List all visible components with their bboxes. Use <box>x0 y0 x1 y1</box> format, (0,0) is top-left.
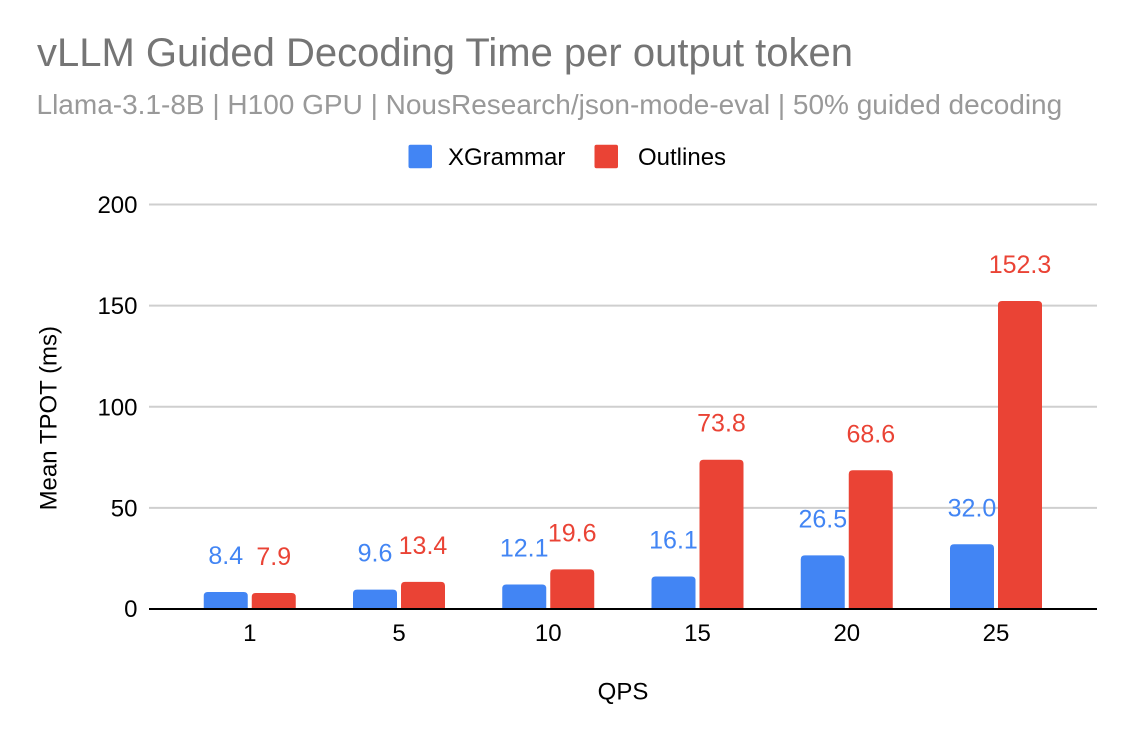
svg-text:200: 200 <box>97 192 137 219</box>
svg-text:68.6: 68.6 <box>846 420 895 448</box>
svg-text:10: 10 <box>535 620 562 647</box>
svg-text:73.8: 73.8 <box>697 410 746 438</box>
svg-text:1: 1 <box>243 620 256 647</box>
svg-text:20: 20 <box>833 620 860 647</box>
svg-text:Outlines: Outlines <box>638 144 726 171</box>
svg-text:25: 25 <box>983 620 1010 647</box>
svg-text:13.4: 13.4 <box>399 532 448 560</box>
svg-text:16.1: 16.1 <box>649 526 698 554</box>
svg-text:19.6: 19.6 <box>548 519 597 547</box>
svg-text:5: 5 <box>392 620 405 647</box>
svg-text:26.5: 26.5 <box>798 505 847 533</box>
svg-text:150: 150 <box>97 293 137 320</box>
svg-text:12.1: 12.1 <box>500 535 549 563</box>
svg-text:XGrammar: XGrammar <box>448 144 565 171</box>
svg-text:QPS: QPS <box>598 679 649 706</box>
svg-text:vLLM Guided Decoding Time per: vLLM Guided Decoding Time per output tok… <box>37 31 853 75</box>
svg-text:100: 100 <box>97 394 137 421</box>
svg-text:15: 15 <box>684 620 711 647</box>
svg-text:152.3: 152.3 <box>989 251 1052 279</box>
svg-text:32.0: 32.0 <box>948 494 997 522</box>
svg-text:Mean TPOT (ms): Mean TPOT (ms) <box>36 326 63 510</box>
svg-text:Llama-3.1-8B | H100 GPU | Nous: Llama-3.1-8B | H100 GPU | NousResearch/j… <box>37 89 1063 120</box>
svg-text:8.4: 8.4 <box>208 542 243 570</box>
svg-text:50: 50 <box>111 496 138 523</box>
svg-text:7.9: 7.9 <box>256 543 291 571</box>
svg-text:9.6: 9.6 <box>358 540 393 568</box>
svg-text:0: 0 <box>124 596 137 623</box>
